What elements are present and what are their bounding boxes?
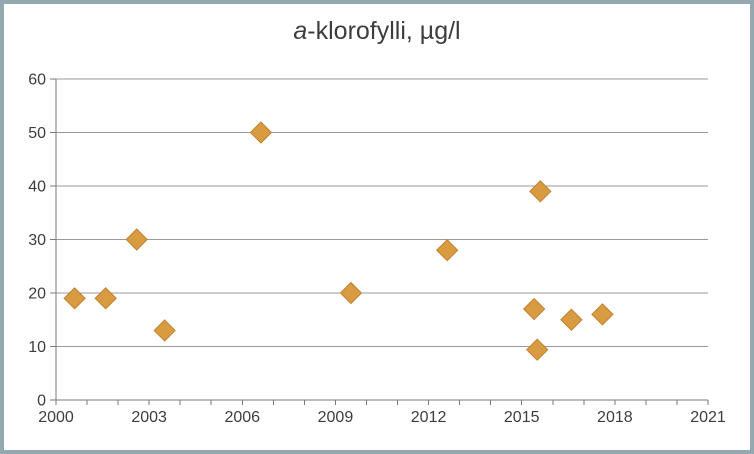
data-point-marker (529, 180, 552, 203)
x-tick-label: 2021 (690, 409, 726, 426)
chart-title-rest-part: -klorofylli, µg/l (307, 17, 461, 45)
y-tick-label: 60 (28, 72, 46, 89)
chart-title: a-klorofylli, µg/l (4, 17, 750, 46)
data-point-marker (526, 338, 549, 361)
data-point-marker (63, 287, 86, 310)
chart-title-italic-part: a (293, 17, 308, 45)
data-point-marker (249, 121, 273, 144)
x-tick-label: 2003 (131, 409, 167, 426)
data-point-marker (125, 228, 148, 251)
data-point-marker (435, 238, 459, 262)
data-point-marker (94, 287, 117, 310)
y-tick-label: 50 (28, 125, 46, 142)
data-point-marker (560, 308, 583, 331)
x-tick-label: 2000 (38, 409, 74, 426)
x-tick-label: 2012 (411, 409, 447, 426)
data-point-marker (591, 303, 614, 326)
data-point-marker (153, 319, 176, 342)
data-point-marker (339, 281, 363, 305)
y-tick-label: 40 (28, 179, 46, 196)
y-tick-label: 10 (28, 339, 46, 356)
data-point-marker (522, 297, 546, 321)
x-tick-label: 2009 (318, 409, 354, 426)
x-tick-label: 2018 (597, 409, 633, 426)
chart-plot-area: 0 10 20 30 40 50 60 2000 2003 2006 2009 2012 2015 201… (28, 72, 726, 426)
y-tick-label: 20 (28, 286, 46, 303)
x-tick-label: 2006 (224, 409, 260, 426)
y-tick-label: 30 (28, 232, 46, 249)
y-tick-label: 0 (37, 393, 46, 410)
x-tick-label: 2015 (504, 409, 540, 426)
